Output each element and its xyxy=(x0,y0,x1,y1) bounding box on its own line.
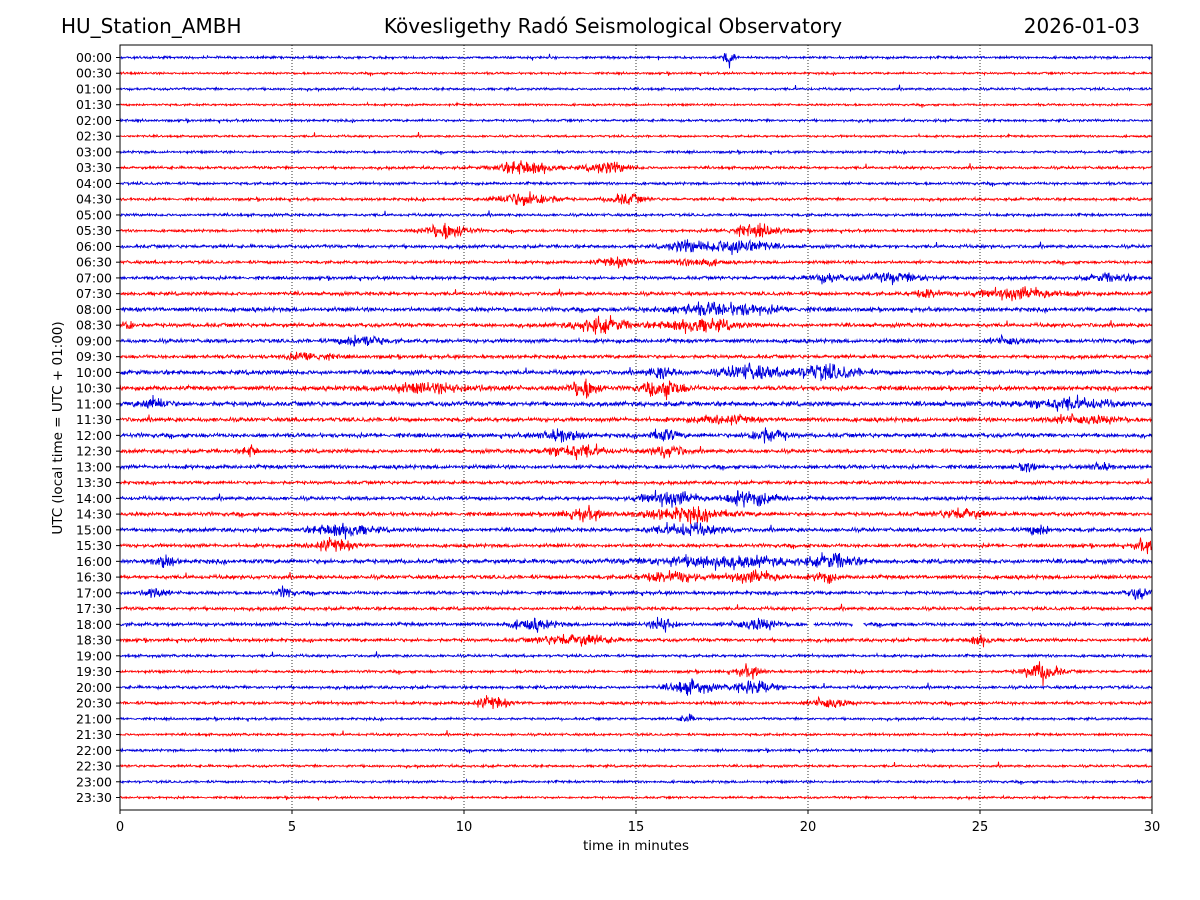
y-tick-label: 00:00 xyxy=(76,50,112,65)
y-tick-label: 19:00 xyxy=(76,648,112,663)
trace-1900 xyxy=(119,651,1153,660)
y-tick-label: 11:30 xyxy=(76,412,112,427)
trace-2130 xyxy=(119,730,1153,738)
trace-0900 xyxy=(119,333,1153,347)
y-tick-label: 02:30 xyxy=(76,129,112,144)
y-axis-label: UTC (local time = UTC + 01:00) xyxy=(50,321,66,534)
x-axis-ticks: 0 5 10 15 20 25 30 xyxy=(116,810,1160,835)
trace-1700 xyxy=(119,585,1153,601)
y-tick-label: 07:30 xyxy=(76,286,112,301)
y-tick-label: 20:30 xyxy=(76,696,112,711)
y-tick-label: 18:00 xyxy=(76,617,112,632)
y-tick-label: 03:30 xyxy=(76,160,112,175)
y-tick-label: 00:30 xyxy=(76,66,112,81)
y-tick-label: 09:00 xyxy=(76,333,112,348)
y-tick-label: 04:00 xyxy=(76,176,112,191)
y-tick-label: 01:00 xyxy=(76,81,112,96)
y-tick-label: 12:00 xyxy=(76,428,112,443)
y-tick-label: 17:00 xyxy=(76,585,112,600)
chart-date: 2026-01-03 xyxy=(1023,14,1140,38)
trace-0300 xyxy=(119,148,1153,156)
y-tick-label: 13:00 xyxy=(76,459,112,474)
x-tick-label: 20 xyxy=(800,820,817,835)
trace-0130 xyxy=(119,101,1153,108)
x-tick-label: 10 xyxy=(456,820,473,835)
y-tick-label: 08:30 xyxy=(76,318,112,333)
trace-0700 xyxy=(119,271,1153,286)
x-tick-label: 5 xyxy=(288,820,296,835)
y-tick-label: 21:30 xyxy=(76,727,112,742)
y-tick-label: 23:30 xyxy=(76,790,112,805)
y-tick-label: 22:30 xyxy=(76,759,112,774)
y-tick-label: 08:00 xyxy=(76,302,112,317)
y-tick-label: 10:30 xyxy=(76,381,112,396)
y-tick-label: 06:30 xyxy=(76,255,112,270)
y-tick-label: 14:00 xyxy=(76,491,112,506)
trace-1730 xyxy=(119,603,1153,613)
trace-1500 xyxy=(119,521,1153,540)
y-tick-label: 21:00 xyxy=(76,711,112,726)
trace-1300 xyxy=(119,461,1153,473)
x-tick-label: 0 xyxy=(116,820,124,835)
y-tick-label: 16:30 xyxy=(76,570,112,585)
y-tick-label: 19:30 xyxy=(76,664,112,679)
y-axis-ticks: 00:0000:3001:0001:3002:0002:3003:0003:30… xyxy=(76,50,120,805)
x-axis-label: time in minutes xyxy=(583,838,689,854)
vertical-grid-lines xyxy=(291,45,981,810)
y-tick-label: 13:30 xyxy=(76,475,112,490)
y-tick-label: 15:30 xyxy=(76,538,112,553)
y-tick-label: 20:00 xyxy=(76,680,112,695)
y-tick-label: 22:00 xyxy=(76,743,112,758)
y-tick-label: 17:30 xyxy=(76,601,112,616)
trace-1200 xyxy=(119,427,1153,444)
y-tick-label: 12:30 xyxy=(76,444,112,459)
trace-1230 xyxy=(119,443,1153,461)
y-tick-label: 18:30 xyxy=(76,633,112,648)
y-tick-label: 07:00 xyxy=(76,270,112,285)
y-tick-label: 04:30 xyxy=(76,192,112,207)
y-tick-label: 14:30 xyxy=(76,507,112,522)
chart-title: Kövesligethy Radó Seismological Observat… xyxy=(383,14,843,38)
y-tick-label: 05:00 xyxy=(76,207,112,222)
y-tick-label: 03:00 xyxy=(76,144,112,159)
y-tick-label: 09:30 xyxy=(76,349,112,364)
trace-0200 xyxy=(119,117,1153,124)
trace-0830 xyxy=(119,315,1153,335)
trace-2200 xyxy=(119,747,1153,754)
y-tick-label: 02:00 xyxy=(76,113,112,128)
y-tick-label: 23:00 xyxy=(76,774,112,789)
trace-1530 xyxy=(119,537,1153,555)
x-tick-label: 30 xyxy=(1144,820,1161,835)
y-tick-label: 16:00 xyxy=(76,554,112,569)
trace-0500 xyxy=(119,210,1153,219)
station-name: HU_Station_AMBH xyxy=(61,14,242,38)
y-tick-label: 15:00 xyxy=(76,522,112,537)
x-tick-label: 25 xyxy=(972,820,989,835)
trace-0100 xyxy=(119,84,1153,93)
y-tick-label: 01:30 xyxy=(76,97,112,112)
y-tick-label: 05:30 xyxy=(76,223,112,238)
x-tick-label: 15 xyxy=(628,820,645,835)
trace-1100 xyxy=(119,394,1153,412)
trace-2030 xyxy=(119,695,1153,710)
trace-1330 xyxy=(119,478,1153,487)
trace-1930 xyxy=(119,661,1153,687)
trace-0930 xyxy=(119,351,1153,362)
y-tick-label: 06:00 xyxy=(76,239,112,254)
y-tick-label: 11:00 xyxy=(76,396,112,411)
y-tick-label: 10:00 xyxy=(76,365,112,380)
